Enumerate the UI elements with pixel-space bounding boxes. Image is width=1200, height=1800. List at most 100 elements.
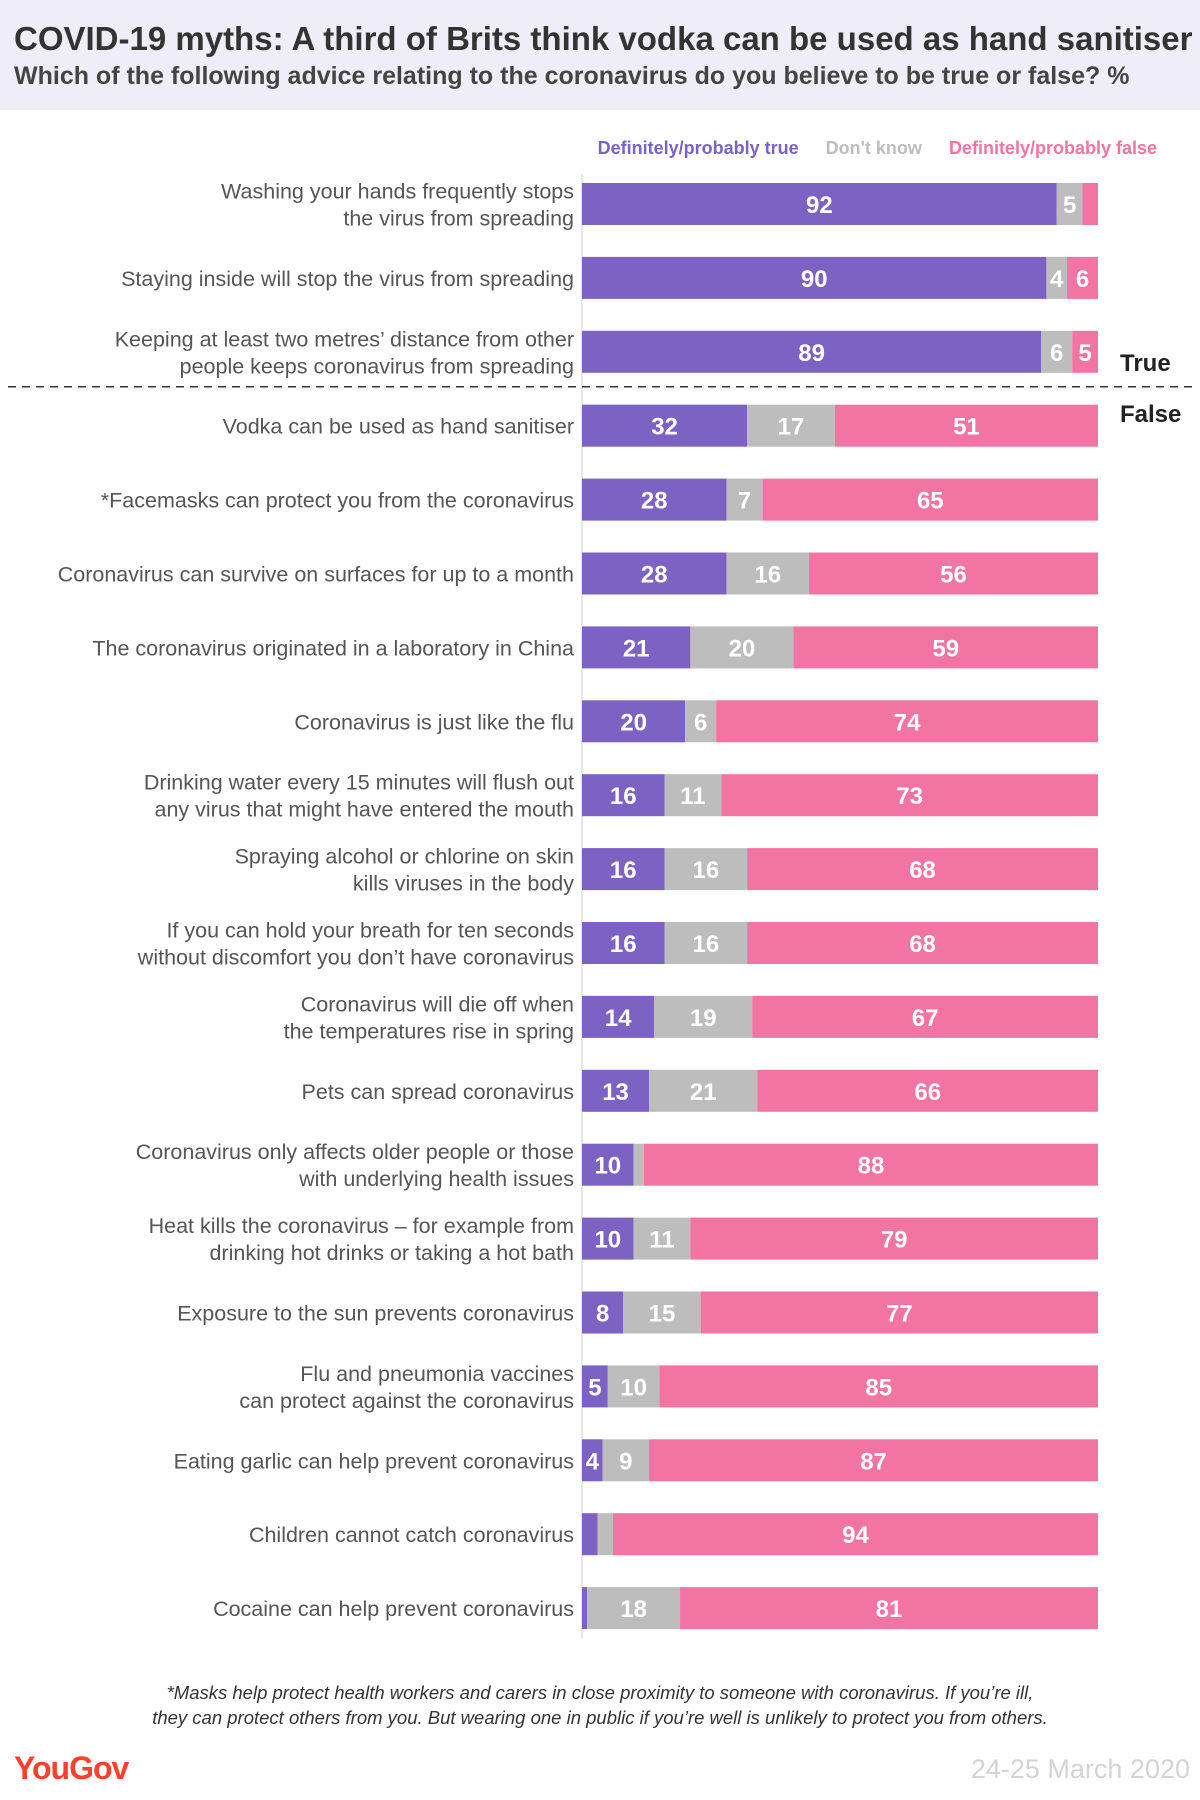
bar-true-19 bbox=[582, 1587, 588, 1630]
bar-true-1 bbox=[582, 256, 1047, 299]
data-label-true-3: 32 bbox=[651, 414, 678, 441]
data-label-true-11: 14 bbox=[605, 1005, 632, 1032]
bar-false-11 bbox=[752, 995, 1098, 1038]
yougov-logo: YouGov bbox=[14, 1750, 129, 1786]
bar-dont-know-16 bbox=[607, 1365, 660, 1408]
data-label-dont-know-10: 16 bbox=[692, 931, 719, 958]
data-label-true-10: 16 bbox=[610, 931, 637, 958]
category-label-16-line-1: can protect against the coronavirus bbox=[239, 1389, 574, 1413]
bar-true-11 bbox=[582, 995, 655, 1038]
bar-true-12 bbox=[582, 1069, 650, 1112]
data-label-true-15: 8 bbox=[596, 1301, 609, 1328]
data-label-dont-know-6: 20 bbox=[729, 635, 756, 662]
bar-true-14 bbox=[582, 1217, 634, 1260]
data-label-true-16: 5 bbox=[588, 1374, 601, 1401]
data-label-false-6: 59 bbox=[932, 635, 959, 662]
data-label-dont-know-4: 7 bbox=[738, 488, 751, 515]
data-label-true-17: 4 bbox=[586, 1448, 600, 1475]
data-label-true-2: 89 bbox=[798, 340, 825, 367]
category-label-14-line-0: Heat kills the coronavirus – for example… bbox=[149, 1214, 574, 1238]
data-label-dont-know-11: 19 bbox=[690, 1005, 717, 1032]
data-label-false-2: 5 bbox=[1078, 340, 1091, 367]
bar-false-18 bbox=[612, 1513, 1098, 1556]
category-label-17: Eating garlic can help prevent coronavir… bbox=[174, 1449, 574, 1473]
data-label-true-5: 28 bbox=[641, 562, 668, 589]
category-label-2-line-1: people keeps coronavirus from spreading bbox=[180, 354, 574, 378]
bar-false-8 bbox=[721, 774, 1098, 817]
data-label-false-18: 94 bbox=[842, 1522, 869, 1549]
data-label-false-10: 68 bbox=[909, 931, 936, 958]
category-label-0-line-1: the virus from spreading bbox=[343, 207, 574, 231]
bar-true-7 bbox=[582, 700, 686, 743]
data-label-dont-know-7: 6 bbox=[694, 709, 707, 736]
category-label-5: Coronavirus can survive on surfaces for … bbox=[58, 563, 574, 587]
bar-dont-know-2 bbox=[1041, 330, 1073, 373]
category-label-2-line-0: Keeping at least two metres’ distance fr… bbox=[115, 327, 574, 351]
category-label-3: Vodka can be used as hand sanitiser bbox=[223, 415, 574, 439]
data-label-true-6: 21 bbox=[623, 635, 650, 662]
data-label-dont-know-9: 16 bbox=[692, 857, 719, 884]
data-label-false-4: 65 bbox=[917, 488, 944, 515]
data-label-dont-know-3: 17 bbox=[778, 414, 805, 441]
bar-true-8 bbox=[582, 774, 665, 817]
footnote: *Masks help protect health workers and c… bbox=[0, 1680, 1200, 1730]
bar-true-6 bbox=[582, 626, 691, 669]
data-label-false-15: 77 bbox=[886, 1301, 913, 1328]
data-label-false-17: 87 bbox=[860, 1448, 887, 1475]
chart-subtitle: Which of the following advice relating t… bbox=[14, 62, 1130, 90]
data-label-dont-know-1: 4 bbox=[1050, 266, 1064, 293]
category-label-8-line-1: any virus that might have entered the mo… bbox=[155, 798, 575, 822]
data-label-false-14: 79 bbox=[881, 1227, 908, 1254]
data-label-dont-know-17: 9 bbox=[619, 1448, 632, 1475]
data-label-false-16: 85 bbox=[865, 1374, 892, 1401]
data-label-true-1: 90 bbox=[801, 266, 828, 293]
bar-false-5 bbox=[809, 552, 1098, 595]
footnote-line-1: *Masks help protect health workers and c… bbox=[166, 1682, 1034, 1703]
bar-dont-know-3 bbox=[747, 404, 835, 447]
stacked-bar-chart: 92 5 Washing your hands frequently stops th… bbox=[8, 174, 1196, 1639]
category-label-9-line-0: Spraying alcohol or chlorine on skin bbox=[235, 845, 574, 869]
category-label-11-line-1: the temperatures rise in spring bbox=[284, 1019, 574, 1043]
category-label-1: Staying inside will stop the virus from … bbox=[121, 267, 574, 291]
bar-dont-know-11 bbox=[654, 995, 753, 1038]
bar-true-17 bbox=[582, 1439, 603, 1482]
legend-dont-know: Don't know bbox=[825, 138, 922, 158]
legend-true: Definitely/probably true bbox=[597, 138, 799, 158]
legend: Definitely/probably true Don't know Defi… bbox=[576, 138, 1157, 159]
data-label-dont-know-15: 15 bbox=[649, 1301, 676, 1328]
bar-true-10 bbox=[582, 922, 665, 964]
bar-dont-know-14 bbox=[633, 1217, 691, 1260]
bar-true-0 bbox=[582, 183, 1057, 225]
group-label-false: False bbox=[1120, 401, 1181, 428]
bar-false-19 bbox=[680, 1587, 1098, 1630]
bar-false-2 bbox=[1072, 330, 1098, 373]
bar-true-2 bbox=[582, 330, 1042, 373]
bar-dont-know-12 bbox=[649, 1069, 758, 1112]
data-label-dont-know-19: 18 bbox=[620, 1596, 647, 1623]
bar-false-3 bbox=[834, 404, 1098, 447]
bar-true-9 bbox=[582, 848, 665, 891]
bar-dont-know-0 bbox=[1056, 183, 1083, 225]
category-label-9-line-1: kills viruses in the body bbox=[353, 872, 574, 896]
survey-date: 24-25 March 2020 bbox=[970, 1754, 1190, 1784]
legend-false: Definitely/probably false bbox=[948, 138, 1157, 158]
data-label-false-11: 67 bbox=[912, 1005, 939, 1032]
category-label-14-line-1: drinking hot drinks or taking a hot bath bbox=[209, 1241, 574, 1265]
bar-false-17 bbox=[649, 1439, 1098, 1482]
data-label-true-14: 10 bbox=[594, 1227, 621, 1254]
bar-dont-know-5 bbox=[726, 552, 810, 595]
bar-false-14 bbox=[690, 1217, 1098, 1260]
bar-false-16 bbox=[659, 1365, 1098, 1408]
data-label-true-8: 16 bbox=[610, 783, 637, 810]
bar-true-5 bbox=[582, 552, 727, 595]
bar-false-13 bbox=[643, 1143, 1098, 1186]
bar-dont-know-15 bbox=[623, 1291, 701, 1334]
data-label-true-7: 20 bbox=[620, 709, 647, 736]
data-label-true-0: 92 bbox=[806, 192, 833, 219]
bar-true-18 bbox=[582, 1513, 598, 1556]
bar-false-7 bbox=[716, 700, 1098, 743]
bar-true-13 bbox=[582, 1143, 634, 1186]
data-label-false-13: 88 bbox=[858, 1153, 885, 1180]
data-label-dont-know-14: 11 bbox=[649, 1227, 674, 1254]
bar-dont-know-10 bbox=[664, 922, 748, 964]
